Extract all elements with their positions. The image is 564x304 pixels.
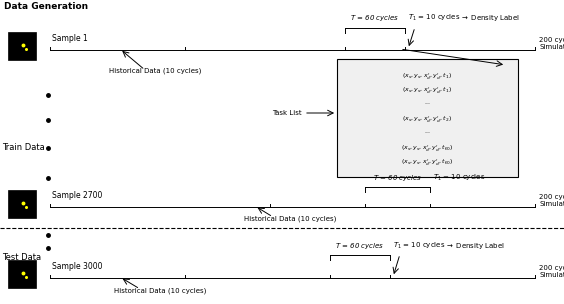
Text: Data Generation: Data Generation [4,2,88,11]
FancyBboxPatch shape [337,58,518,177]
Text: Sample 2700: Sample 2700 [52,191,103,200]
Bar [8,32,36,60]
Text: $(x_s, y_s, x_d', y_d', t_{60})$: $(x_s, y_s, x_d', y_d', t_{60})$ [400,143,453,154]
Text: $(x_s, y_s, x_d', y_d', t_1)$: $(x_s, y_s, x_d', y_d', t_1)$ [402,86,452,96]
Text: Simulation: Simulation [539,201,564,207]
Text: $T_1$ = 10 cycles: $T_1$ = 10 cycles [393,241,446,251]
Text: $\rightarrow$ Density Label: $\rightarrow$ Density Label [460,13,520,23]
Text: ...: ... [424,129,430,134]
Text: $(x_s, y_s, x_d', y_d', t_1)$: $(x_s, y_s, x_d', y_d', t_1)$ [402,71,452,82]
Text: ...: ... [424,100,430,105]
Text: Simulation: Simulation [539,44,564,50]
Text: Sample 1: Sample 1 [52,34,88,43]
Text: Task List: Task List [272,110,302,116]
Text: $T$ = 60 cycles: $T$ = 60 cycles [336,241,385,251]
Bar [8,260,36,288]
Text: $T_1$ = 10 cycles: $T_1$ = 10 cycles [433,173,486,183]
Text: 200 cycles: 200 cycles [539,37,564,43]
Text: $(x_s, y_s, x_d', y_d', t_2)$: $(x_s, y_s, x_d', y_d', t_2)$ [402,115,452,125]
Bar [8,190,36,218]
Text: Simulation: Simulation [539,272,564,278]
Text: Historical Data (10 cycles): Historical Data (10 cycles) [114,287,206,293]
Text: Test Data: Test Data [2,254,41,262]
Text: Sample 3000: Sample 3000 [52,262,103,271]
Text: $T_1$ = 10 cycles: $T_1$ = 10 cycles [408,13,460,23]
Text: Historical Data (10 cycles): Historical Data (10 cycles) [109,68,201,74]
Text: Historical Data (10 cycles): Historical Data (10 cycles) [244,215,336,222]
Text: 200 cycles: 200 cycles [539,194,564,200]
Text: Train Data: Train Data [2,143,45,153]
Text: $T$ = 60 cycles: $T$ = 60 cycles [350,13,400,23]
Text: $T$ = 60 cycles: $T$ = 60 cycles [373,173,422,183]
Text: 200 cycles: 200 cycles [539,265,564,271]
Text: $(x_s, y_s, x_d', y_d', t_{60})$: $(x_s, y_s, x_d', y_d', t_{60})$ [400,158,453,168]
Text: $\rightarrow$ Density Label: $\rightarrow$ Density Label [445,241,505,251]
